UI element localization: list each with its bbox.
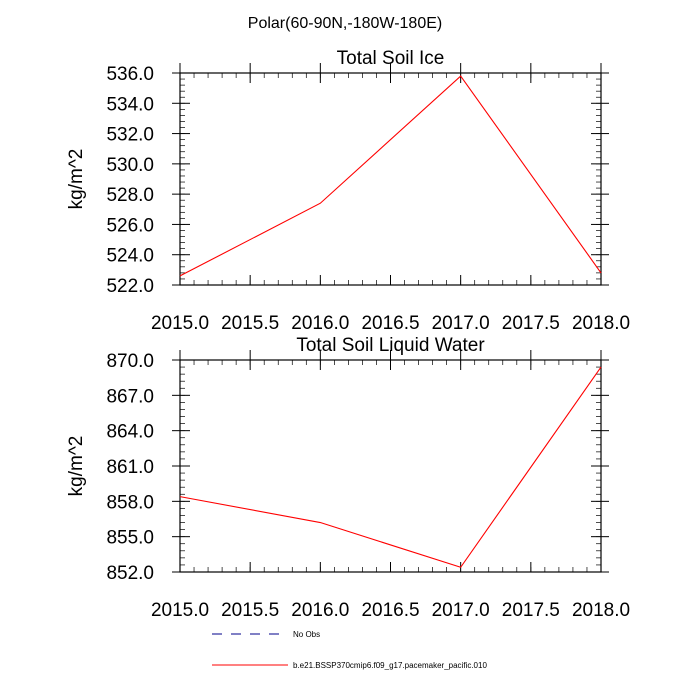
- y-tick-label: 524.0: [106, 246, 154, 267]
- x-tick-label: 2015.5: [221, 313, 279, 334]
- y-tick-label: 867.0: [106, 386, 154, 407]
- panel-title: Total Soil Liquid Water: [296, 335, 485, 356]
- y-tick-label: 532.0: [106, 125, 154, 146]
- y-tick-label: 864.0: [106, 422, 154, 443]
- legend: No Obs b.e21.BSSP370cmip6.f09_g17.pacema…: [212, 630, 487, 670]
- plot-frame: [179, 72, 602, 286]
- plot-frame: [179, 359, 602, 573]
- x-tick-label: 2017.5: [502, 600, 560, 621]
- legend-label-no-obs: No Obs: [293, 630, 320, 639]
- x-tick-label: 2016.5: [361, 600, 419, 621]
- y-axis-label: kg/m^2: [66, 436, 87, 497]
- x-tick-label: 2016.0: [291, 600, 349, 621]
- y-tick-label: 855.0: [106, 528, 154, 549]
- y-tick-label: 530.0: [106, 155, 154, 176]
- y-axis-label: kg/m^2: [66, 149, 87, 210]
- series-line: [179, 366, 602, 568]
- figure-title: Polar(60-90N,-180W-180E): [248, 15, 442, 32]
- x-tick-label: 2017.0: [432, 313, 490, 334]
- y-tick-label: 852.0: [106, 563, 154, 584]
- panel-total-soil-ice: Total Soil Ice kg/m^2 2015.0 2015.5 2016.0 20…: [66, 48, 630, 334]
- x-tick-label: 2016.5: [361, 313, 419, 334]
- panel-title: Total Soil Ice: [337, 48, 445, 69]
- x-tick-label: 2015.5: [221, 600, 279, 621]
- x-tick-label: 2018.0: [572, 600, 630, 621]
- y-tick-label: 522.0: [106, 276, 154, 297]
- panel-total-soil-liquid-water: Total Soil Liquid Water kg/m^2 2015.0 2015.…: [66, 335, 630, 621]
- y-tick-label: 536.0: [106, 64, 154, 85]
- y-tick-label: 858.0: [106, 492, 154, 513]
- y-tick-label: 528.0: [106, 185, 154, 206]
- x-tick-label: 2015.0: [151, 600, 209, 621]
- x-tick-label: 2017.5: [502, 313, 560, 334]
- x-tick-label: 2016.0: [291, 313, 349, 334]
- y-tick-label: 861.0: [106, 457, 154, 478]
- y-tick-label: 534.0: [106, 94, 154, 115]
- x-tick-label: 2015.0: [151, 313, 209, 334]
- y-tick-label: 870.0: [106, 351, 154, 372]
- x-tick-label: 2018.0: [572, 313, 630, 334]
- y-tick-label: 526.0: [106, 215, 154, 236]
- legend-label-model: b.e21.BSSP370cmip6.f09_g17.pacemaker_pac…: [293, 661, 487, 670]
- series-line: [179, 75, 602, 277]
- x-tick-label: 2017.0: [432, 600, 490, 621]
